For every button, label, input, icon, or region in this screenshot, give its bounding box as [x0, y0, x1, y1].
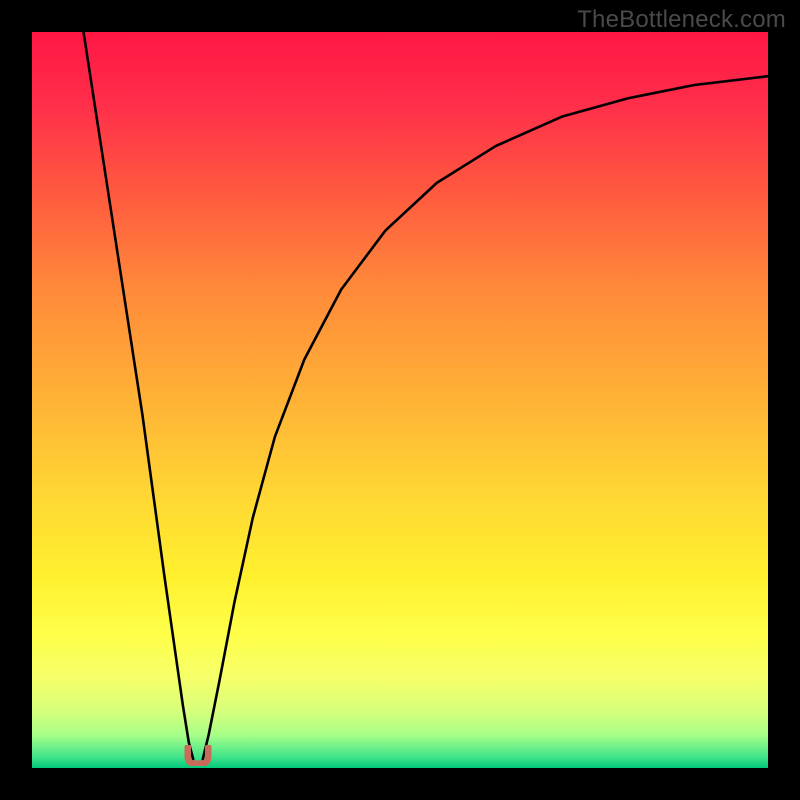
minimum-marker — [184, 745, 212, 766]
chart-plot-area — [32, 32, 768, 768]
watermark-text: TheBottleneck.com — [577, 6, 786, 34]
chart-curve — [32, 32, 768, 768]
